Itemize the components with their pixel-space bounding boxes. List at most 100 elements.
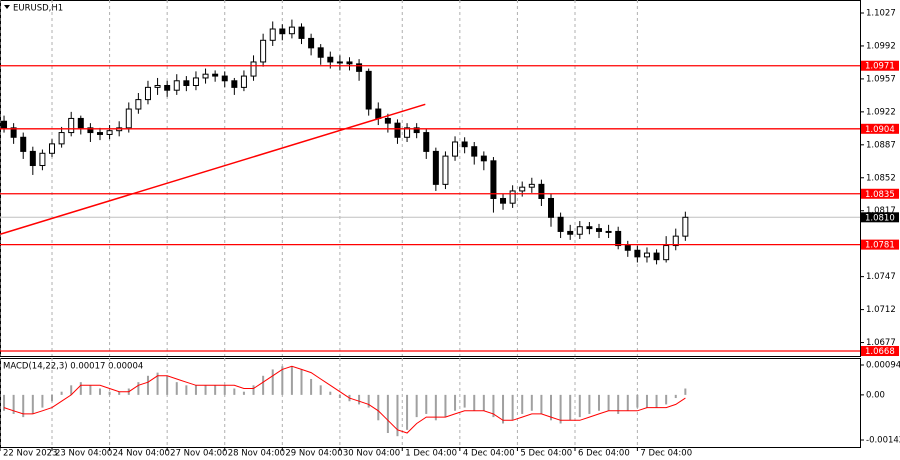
candle-body — [356, 63, 363, 72]
candle-body — [279, 28, 286, 35]
macd-bar — [156, 372, 159, 395]
level-label: 1.0971 — [865, 62, 895, 72]
candle-body — [490, 160, 497, 199]
macd-bar — [540, 394, 543, 414]
level-label: 1.0835 — [865, 190, 895, 200]
candle-body — [548, 197, 555, 218]
candle-body — [106, 130, 113, 135]
candle-body — [192, 77, 199, 86]
macd-bar — [521, 394, 524, 414]
level-label: 1.0781 — [865, 241, 895, 251]
candle-body — [365, 70, 372, 110]
candle-body — [576, 226, 583, 235]
macd-bar — [262, 375, 265, 395]
macd-bar — [463, 394, 466, 408]
candle-body — [528, 183, 535, 188]
macd-bar — [406, 394, 409, 430]
macd-bar — [22, 394, 25, 418]
macd-bar — [281, 366, 284, 395]
candle-body — [538, 183, 545, 199]
level-label-box — [861, 346, 899, 357]
macd-bar — [108, 391, 111, 395]
macd-bar — [415, 394, 418, 418]
candle-body — [164, 84, 171, 91]
macd-bar — [386, 394, 389, 434]
y-tick-label: 1.0992 — [866, 41, 896, 51]
macd-bar — [214, 385, 217, 395]
macd-bar — [607, 394, 610, 411]
macd-bar — [3, 394, 6, 411]
candle-body — [240, 75, 247, 88]
macd-bar — [473, 394, 476, 411]
candle-body — [87, 127, 94, 134]
x-tick-label: 7 Dec 04:00 — [640, 449, 692, 459]
macd-bar — [290, 366, 293, 395]
macd-bar — [252, 385, 255, 395]
candle-body — [672, 235, 679, 247]
candle-body — [154, 84, 161, 88]
candle-body — [336, 61, 343, 64]
macd-bar — [636, 394, 639, 408]
macd-bar — [377, 394, 380, 421]
macd-bar — [597, 394, 600, 411]
macd-bar — [175, 382, 178, 395]
macd-bar — [674, 394, 677, 399]
candle-body — [384, 117, 391, 124]
candle-body — [327, 56, 334, 63]
candle-body — [653, 252, 660, 261]
macd-bar — [684, 388, 687, 395]
macd-bar — [665, 394, 668, 405]
macd-bar — [444, 394, 447, 418]
candle-body — [461, 141, 468, 148]
macd-bar — [454, 394, 457, 411]
macd-bar — [79, 382, 82, 395]
current-price-box — [861, 212, 899, 223]
y-tick-label: 1.0852 — [866, 173, 896, 183]
candle-body — [375, 108, 382, 119]
macd-bar — [492, 394, 495, 418]
macd-bar — [578, 394, 581, 418]
macd-bar — [617, 394, 620, 414]
macd-bar — [434, 394, 437, 421]
candle-body — [221, 75, 228, 82]
candle-body — [423, 132, 430, 152]
signal-line — [3, 365, 686, 434]
y-tick-label: 1.0887 — [866, 140, 896, 150]
y-tick-label: 1.0747 — [866, 272, 896, 282]
candle-body — [452, 141, 459, 157]
candle-body — [58, 132, 65, 145]
candle-body — [682, 216, 689, 237]
macd-bar — [146, 375, 149, 395]
y-tick-label: 1.0712 — [866, 305, 896, 315]
candle-body — [29, 150, 36, 167]
y-tick-label: 1.0817 — [866, 206, 896, 216]
candle-body — [10, 127, 17, 138]
candle-body — [471, 146, 478, 157]
trend-line — [0, 103, 426, 235]
candle-body — [663, 245, 670, 261]
candle-body — [77, 117, 84, 129]
x-tick-label: 6 Dec 04:00 — [578, 449, 630, 459]
candle-body — [317, 47, 324, 58]
candle-body — [567, 230, 574, 235]
candle-body — [442, 155, 449, 185]
candle-body — [20, 136, 27, 152]
candle-body — [500, 197, 507, 204]
candle-body — [394, 122, 401, 138]
macd-bar — [569, 394, 572, 421]
candle-body — [68, 117, 75, 134]
candle-body — [605, 230, 612, 233]
macd-bar — [559, 394, 562, 424]
macd-title: MACD(14,22,3) 0.00017 0.00004 — [3, 362, 143, 372]
y-tick-label: 1.0922 — [866, 107, 896, 117]
macd-bar — [41, 394, 44, 408]
macd-bar — [118, 391, 121, 395]
y-tick-label: 0.00 — [866, 390, 885, 400]
candle-body — [1, 120, 8, 129]
symbol-menu-arrow[interactable] — [4, 5, 10, 9]
macd-bar — [12, 394, 15, 414]
y-tick-label: -0.00142 — [866, 436, 900, 446]
macd-bar — [31, 394, 34, 414]
level-label-box — [861, 60, 899, 71]
